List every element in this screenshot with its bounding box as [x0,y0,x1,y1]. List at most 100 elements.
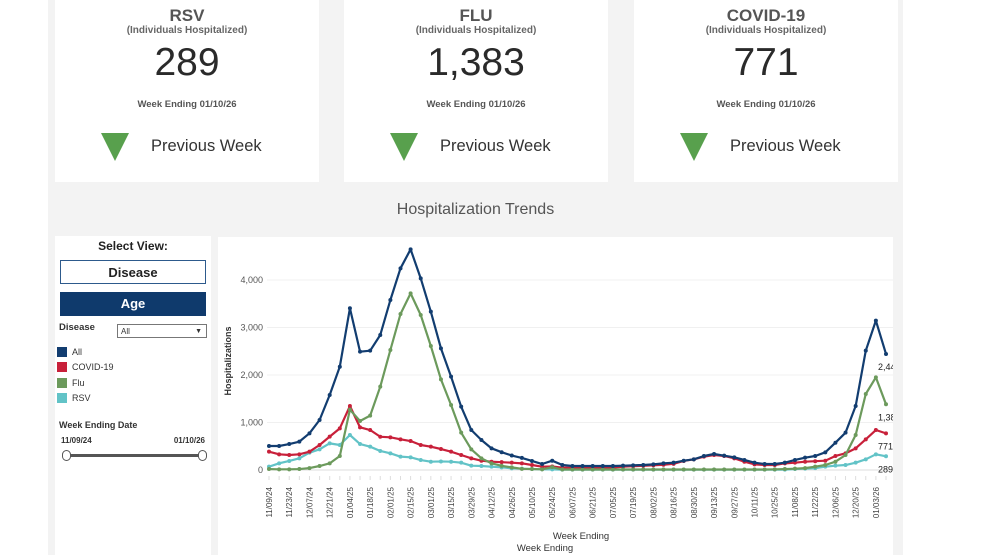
trend-chart: 0 1,000 2,000 3,000 4,000 11/09/24 11/23/24 12/… [223,247,901,554]
controls-panel: Select View: Disease Age Disease All ▼ A… [55,236,211,555]
data-point [287,442,292,447]
legend-item-flu[interactable]: Flu [57,378,85,388]
x-tick-label: 10/25/25 [771,486,780,518]
legend-item-all[interactable]: All [57,347,82,357]
disease-view-button[interactable]: Disease [60,260,206,284]
covid-card: COVID-19 (Individuals Hospitalized) 771 … [634,0,898,182]
card-title: RSV [169,6,205,25]
data-point [388,451,393,456]
data-point [873,375,878,380]
data-point [347,404,352,409]
data-point [499,450,504,455]
date-range-slider[interactable] [67,454,202,457]
data-point [388,297,393,302]
data-point [449,403,454,408]
card-value: 771 [733,41,799,84]
data-point [590,467,595,472]
date-start: 11/09/24 [61,436,92,445]
data-point [843,452,848,457]
data-point [732,467,737,472]
data-point [833,453,838,458]
data-point [823,450,828,455]
data-point [418,458,423,463]
data-point [297,467,302,472]
y-tick-label: 1,000 [240,418,263,428]
data-point [489,461,494,466]
data-point [853,460,858,465]
select-view-label: Select View: [98,239,168,253]
data-point [843,430,848,435]
data-point [287,452,292,457]
data-point [277,444,282,449]
data-point [408,291,413,296]
data-point [459,452,464,457]
data-point [621,463,626,468]
data-point [438,447,443,452]
x-tick-label: 09/27/25 [730,486,739,518]
data-point [529,467,534,472]
data-point [813,464,818,469]
age-view-button[interactable]: Age [60,292,206,316]
data-point [459,404,464,409]
data-point [803,459,808,464]
data-point [519,461,524,466]
data-point [358,418,363,423]
x-tick-label: 03/01/25 [427,486,436,518]
data-point [873,452,878,457]
disease-select[interactable]: All ▼ [117,324,207,338]
data-point [297,452,302,457]
data-point [398,454,403,459]
data-point [378,434,383,439]
data-point [884,431,888,436]
data-point [398,266,403,271]
slider-start-handle[interactable] [62,450,71,461]
data-point [358,349,363,354]
data-point [884,454,888,459]
data-point [833,440,838,445]
card-trend: Previous Week [151,137,262,155]
data-point [712,451,717,456]
data-point [509,460,514,465]
data-point [428,309,433,314]
slider-end-handle[interactable] [198,450,207,461]
data-point [368,444,373,449]
data-point [347,306,352,311]
data-point [641,463,646,468]
data-point [469,463,474,468]
x-tick-label: 05/10/25 [528,486,537,518]
legend-item-covid[interactable]: COVID-19 [57,362,114,372]
data-point [378,449,383,453]
data-point [469,447,474,452]
data-point [418,276,423,281]
data-point [722,467,727,472]
x-tick-label: 07/19/25 [629,486,638,518]
data-point [621,467,626,472]
data-point [368,428,373,433]
data-point [884,351,888,356]
legend-item-rsv[interactable]: RSV [57,393,91,403]
x-tick-label: 08/02/25 [649,486,658,518]
data-point [327,441,332,446]
data-point [661,461,666,466]
data-point [540,462,545,467]
data-point [681,458,686,463]
data-point [277,467,282,472]
data-point [267,444,271,449]
y-tick-label: 3,000 [240,323,263,333]
data-point [408,455,413,460]
y-tick-label: 4,000 [240,275,263,285]
data-point [327,392,332,397]
data-point [610,467,615,472]
data-point [267,449,271,454]
data-point [752,460,757,465]
data-point [378,333,383,338]
data-point [823,463,828,468]
x-tick-label: 06/07/25 [568,486,577,518]
card-week: Week Ending 01/10/26 [426,99,526,110]
data-point [398,312,403,317]
data-point [833,463,838,468]
data-point [388,348,393,353]
data-point [752,467,757,472]
data-point [671,460,676,465]
data-point [327,434,332,439]
